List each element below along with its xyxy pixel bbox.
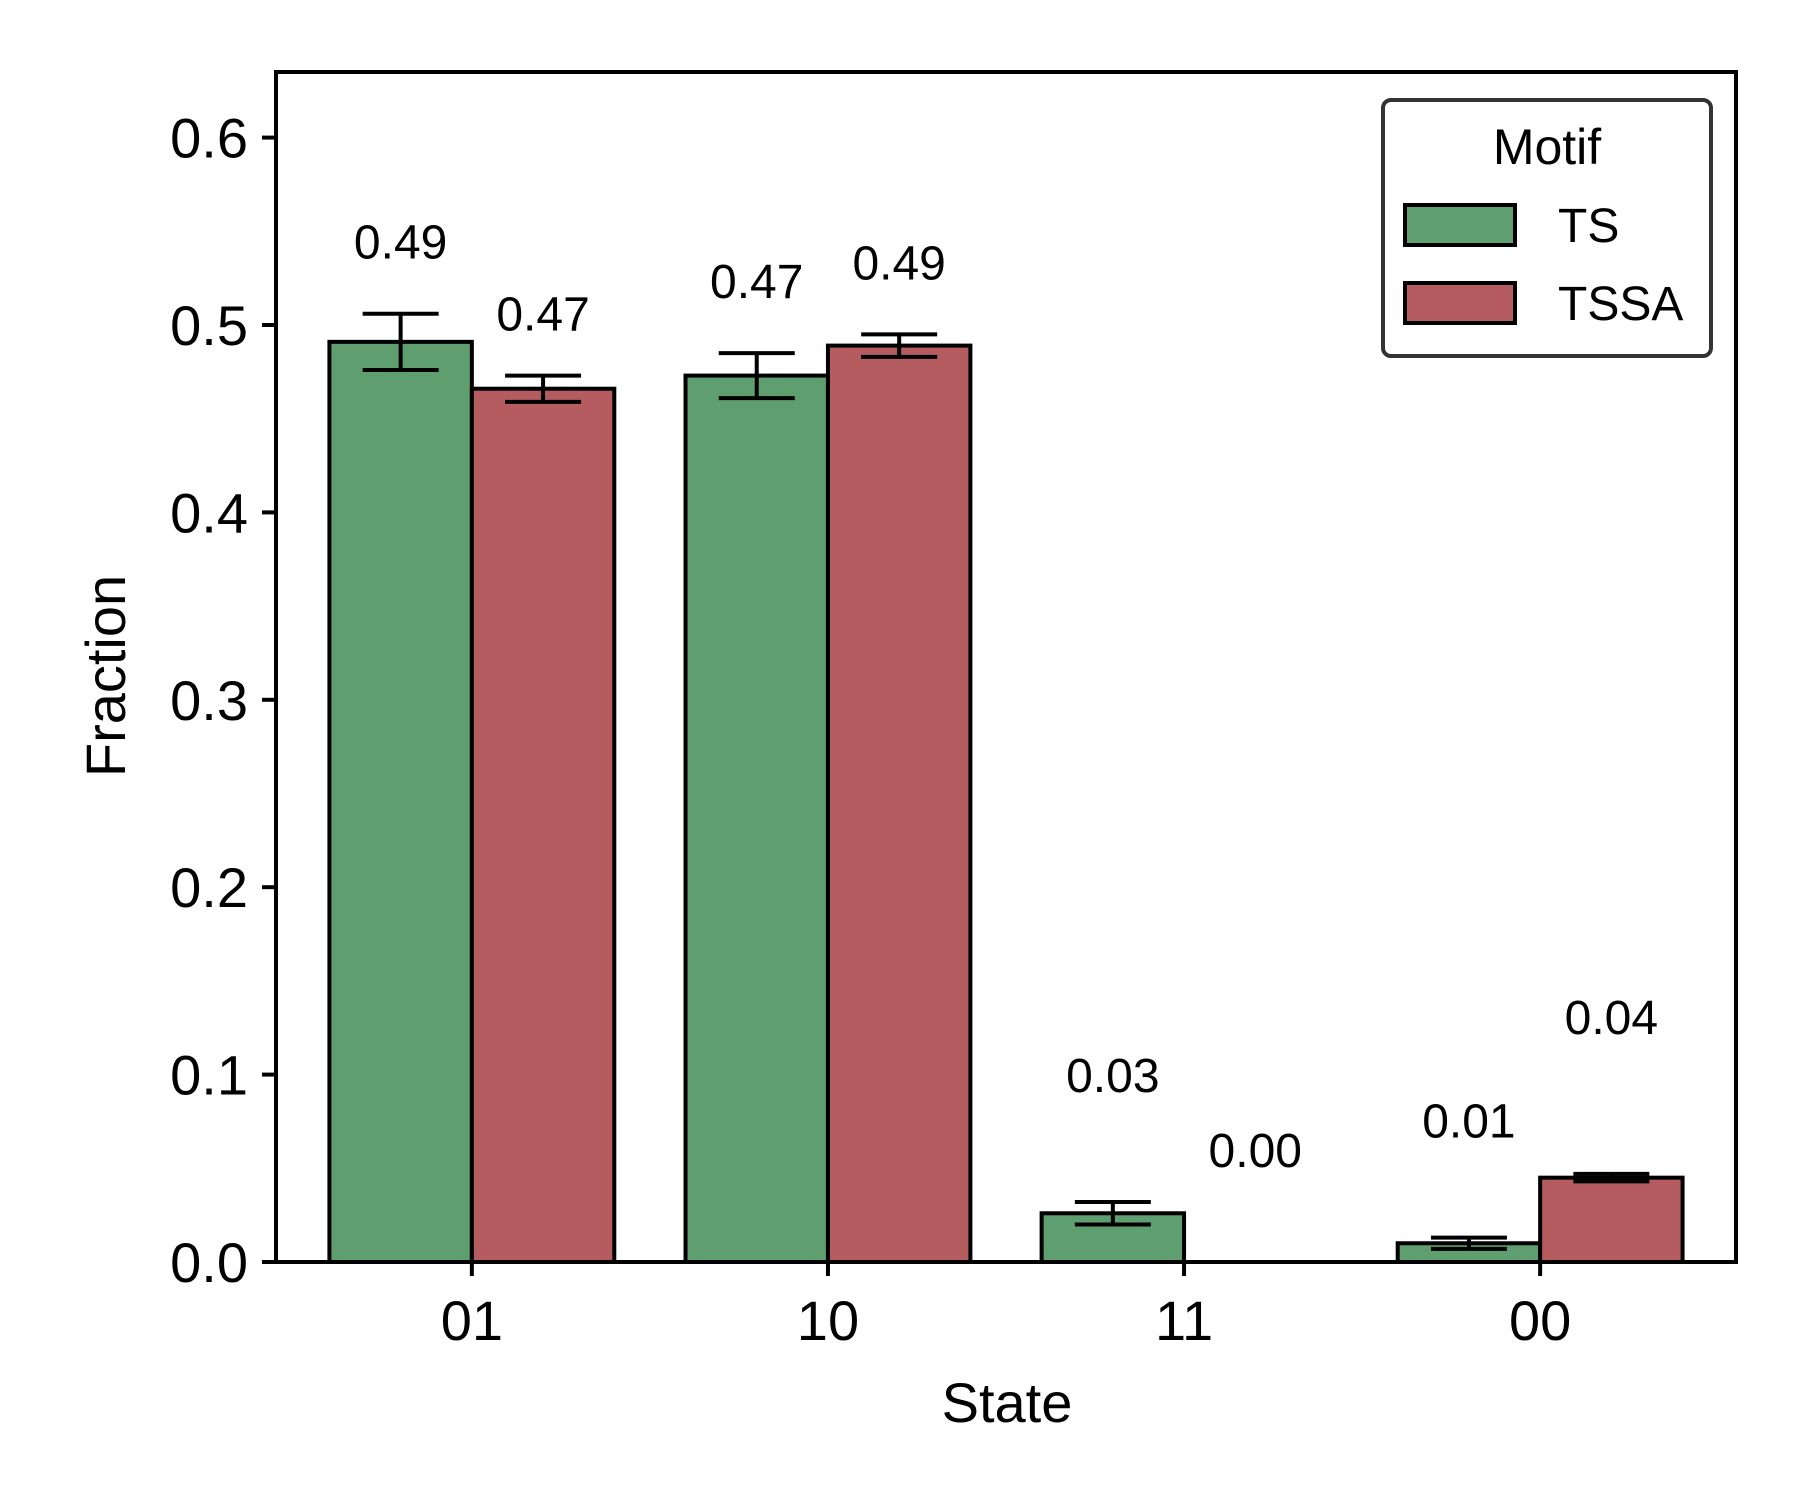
bar-ts-10: [683, 373, 830, 1264]
legend-label-tssa: TSSA: [1558, 278, 1683, 331]
legend-label-ts: TS: [1558, 200, 1619, 253]
y-axis-ticks: 0.0 0.1 0.2 0.3 0.4 0.5 0.6: [170, 107, 276, 1294]
data-label: 0.47: [496, 289, 589, 342]
y-tick-label: 0.1: [170, 1044, 248, 1107]
bar-ts-01: [327, 339, 474, 1264]
x-tick-label: 10: [797, 1289, 859, 1352]
y-tick-label: 0.4: [170, 481, 248, 544]
legend-swatch-ts: [1403, 203, 1517, 247]
x-tick-label: 11: [1155, 1289, 1213, 1352]
bars: [327, 339, 1685, 1265]
y-tick-label: 0.6: [170, 107, 248, 170]
y-tick-label: 0.0: [170, 1231, 248, 1294]
data-label: 0.49: [354, 217, 447, 270]
bar-tssa-01: [469, 386, 617, 1264]
data-label: 0.01: [1422, 1096, 1515, 1149]
x-axis-ticks: 01 10 11 00: [441, 1262, 1571, 1352]
data-labels: 0.49 0.47 0.03 0.01 0.47 0.49 0.00 0.04: [354, 217, 1658, 1178]
data-label: 0.03: [1066, 1050, 1159, 1103]
y-axis-label: Fraction: [74, 575, 137, 777]
x-tick-label: 01: [441, 1289, 503, 1352]
data-label: 0.49: [852, 237, 945, 290]
bar-tssa-00: [1538, 1175, 1685, 1265]
legend-title: Motif: [1493, 119, 1601, 175]
x-tick-label: 00: [1509, 1289, 1571, 1352]
data-label: 0.04: [1565, 992, 1658, 1045]
plot-frame: [274, 70, 1738, 1264]
bar-tssa-10: [825, 343, 973, 1264]
y-tick-label: 0.3: [170, 669, 248, 732]
y-tick-label: 0.2: [170, 856, 248, 919]
y-tick-label: 0.5: [170, 294, 248, 357]
legend: Motif TS TSSA: [1381, 98, 1713, 358]
data-label: 0.00: [1209, 1125, 1302, 1178]
data-label: 0.47: [710, 256, 803, 309]
error-bars: [362, 311, 1650, 1251]
legend-swatch-tssa: [1403, 281, 1517, 325]
x-axis-label: State: [942, 1371, 1073, 1434]
